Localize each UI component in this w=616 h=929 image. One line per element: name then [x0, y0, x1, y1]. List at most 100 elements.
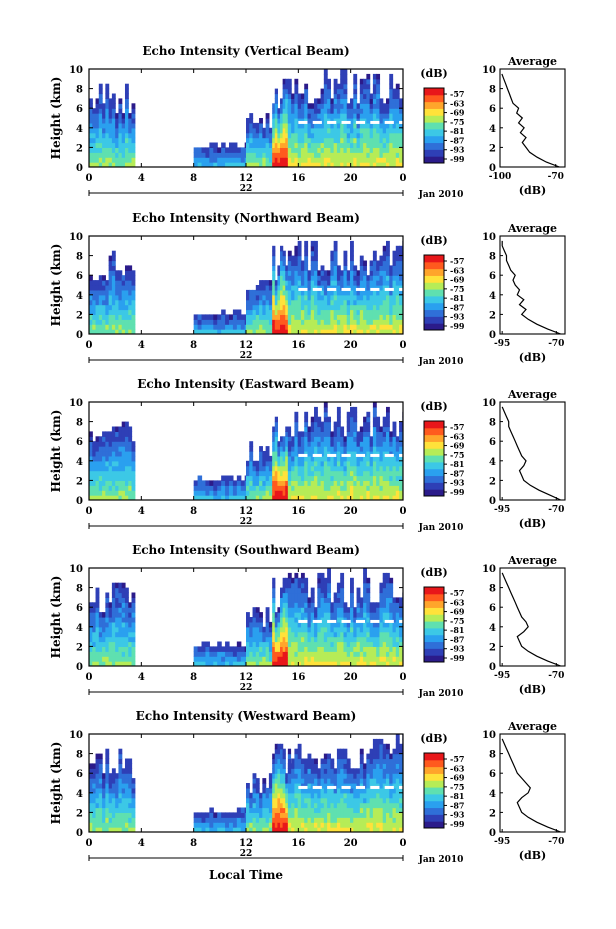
echo-cell	[320, 641, 325, 647]
echo-cell	[102, 807, 106, 813]
echo-cell	[294, 280, 299, 286]
echo-cell	[369, 157, 374, 163]
echo-cell	[274, 98, 278, 104]
echo-cell	[131, 470, 136, 477]
echo-cell	[376, 602, 381, 608]
echo-cell	[131, 299, 136, 306]
echo-cell	[280, 162, 284, 167]
echo-cell	[287, 797, 292, 804]
echo-cell	[330, 137, 335, 144]
echo-cell	[274, 787, 278, 794]
echo-cell	[353, 426, 358, 432]
echo-cell	[385, 441, 390, 447]
echo-cell	[285, 280, 289, 286]
echo-cell	[128, 285, 133, 291]
echo-cell	[282, 122, 286, 129]
echo-cell	[262, 802, 267, 809]
echo-cell	[102, 162, 106, 167]
echo-cell	[389, 495, 394, 500]
echo-cell	[382, 314, 387, 320]
echo-cell	[128, 113, 133, 119]
echo-cell	[366, 132, 371, 139]
echo-cell	[98, 485, 103, 491]
echo-cell	[265, 475, 270, 481]
echo-cell	[379, 289, 384, 296]
echo-cell	[323, 98, 328, 104]
echo-cell	[259, 636, 263, 643]
echo-cell	[304, 436, 309, 442]
echo-cell	[102, 122, 106, 129]
echo-cell	[287, 607, 292, 613]
echo-cell	[108, 480, 113, 486]
echo-cell	[108, 607, 113, 613]
echo-cell	[236, 162, 242, 167]
echo-cell	[118, 280, 123, 286]
echo-cell	[385, 240, 390, 247]
echo-cell	[346, 480, 351, 486]
echo-cell	[105, 651, 110, 657]
echo-cell	[399, 661, 403, 666]
echo-cell	[372, 314, 377, 320]
echo-cell	[280, 152, 284, 158]
echo-cell	[102, 108, 106, 114]
echo-cell	[382, 621, 387, 628]
echo-cell	[336, 480, 341, 486]
echo-cell	[246, 475, 250, 481]
echo-cell	[272, 455, 276, 462]
echo-cell	[333, 451, 338, 457]
echo-cell	[118, 617, 123, 623]
echo-cell	[343, 118, 348, 124]
echo-cell	[98, 118, 103, 124]
echo-cell	[193, 822, 199, 828]
echo-cell	[108, 289, 113, 296]
echo-cell	[265, 137, 270, 144]
echo-cell	[314, 314, 318, 320]
echo-cell	[343, 441, 348, 447]
echo-cell	[395, 612, 400, 618]
echo-cell	[102, 299, 106, 306]
echo-cell	[98, 802, 103, 809]
echo-cell	[121, 319, 126, 325]
echo-cell	[376, 651, 381, 657]
gap-streak	[355, 453, 366, 457]
echo-cell	[363, 612, 367, 618]
x-tick-label: 12	[239, 506, 253, 517]
echo-cell	[314, 607, 318, 613]
echo-cell	[353, 98, 358, 104]
echo-cell	[262, 465, 267, 472]
x-tick-label: 0	[400, 672, 407, 683]
echo-cell	[115, 436, 120, 442]
echo-cell	[304, 280, 309, 286]
echo-cell	[128, 455, 133, 462]
echo-cell	[320, 607, 325, 613]
echo-cell	[111, 802, 116, 809]
echo-cell	[89, 661, 93, 666]
echo-cell	[197, 162, 203, 167]
echo-cell	[333, 137, 338, 144]
echo-cell	[272, 431, 276, 437]
echo-cell	[395, 490, 400, 496]
echo-cell	[336, 147, 341, 153]
echo-cell	[323, 646, 328, 652]
echo-cell	[382, 470, 387, 477]
echo-cell	[369, 98, 374, 104]
echo-cell	[274, 319, 278, 325]
echo-cell	[131, 778, 136, 784]
echo-cell	[376, 416, 381, 423]
echo-cell	[118, 285, 123, 291]
echo-cell	[225, 495, 230, 500]
echo-cell	[323, 582, 328, 589]
echo-cell	[89, 299, 93, 306]
echo-cell	[395, 88, 400, 95]
echo-cell	[265, 147, 270, 153]
echo-cell	[118, 122, 123, 129]
heatmap	[89, 69, 403, 167]
echo-cell	[399, 651, 403, 657]
colorbar-swatch	[424, 309, 444, 317]
echo-cell	[105, 103, 110, 109]
echo-cell	[356, 324, 361, 330]
echo-cell	[376, 285, 381, 291]
colorbar-label: (dB)	[420, 400, 447, 413]
echo-cell	[350, 441, 354, 447]
